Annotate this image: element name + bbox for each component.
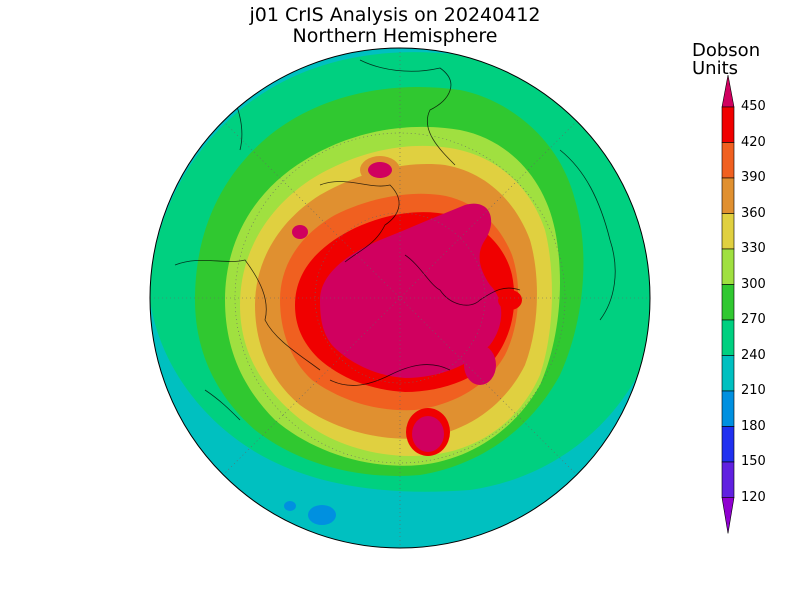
colorbar-tick-label: 330 (741, 241, 766, 256)
colorbar-tick-label: 450 (741, 99, 766, 114)
minimum-pocket (308, 505, 336, 525)
colorbar-tick-label: 390 (741, 170, 766, 185)
colorbar-tick-label: 270 (741, 312, 766, 327)
colorbar-segment (721, 319, 735, 356)
colorbar-top-arrow (721, 74, 735, 108)
colorbar-segment (721, 426, 735, 463)
colorbar-segment (721, 142, 735, 179)
ozone-field (150, 48, 650, 548)
colorbar-tick-label: 420 (741, 134, 766, 150)
colorbar-tick-label: 180 (741, 418, 766, 434)
colorbar-bottom-arrow (721, 497, 735, 534)
map-subtitle: Northern Hemisphere (292, 25, 498, 47)
maximum-east (464, 345, 496, 385)
colorbar-title-line2: Units (692, 58, 739, 79)
colorbar-segment (721, 177, 735, 214)
colorbar-tick-label: 240 (741, 347, 766, 363)
colorbar (721, 74, 735, 534)
colorbar-segment (721, 390, 735, 427)
colorbar-tick-label: 150 (741, 454, 766, 469)
colorbar-segment (721, 106, 735, 143)
colorbar-tick-label: 210 (741, 383, 766, 398)
colorbar-segment (721, 284, 735, 321)
map-title: j01 CrIS Analysis on 20240412 (249, 4, 541, 26)
colorbar-tick-label: 120 (741, 489, 766, 505)
colorbar-segment (721, 213, 735, 250)
colorbar-segment (721, 355, 735, 392)
graticule (150, 48, 650, 548)
colorbar-segment (721, 248, 735, 285)
colorbar-segment (721, 461, 735, 498)
colorbar-tick-label: 360 (741, 205, 766, 221)
hemisphere-border (149, 47, 651, 549)
colorbar-title-line1: Dobson (692, 40, 761, 61)
colorbar-tick-label: 300 (741, 276, 766, 292)
